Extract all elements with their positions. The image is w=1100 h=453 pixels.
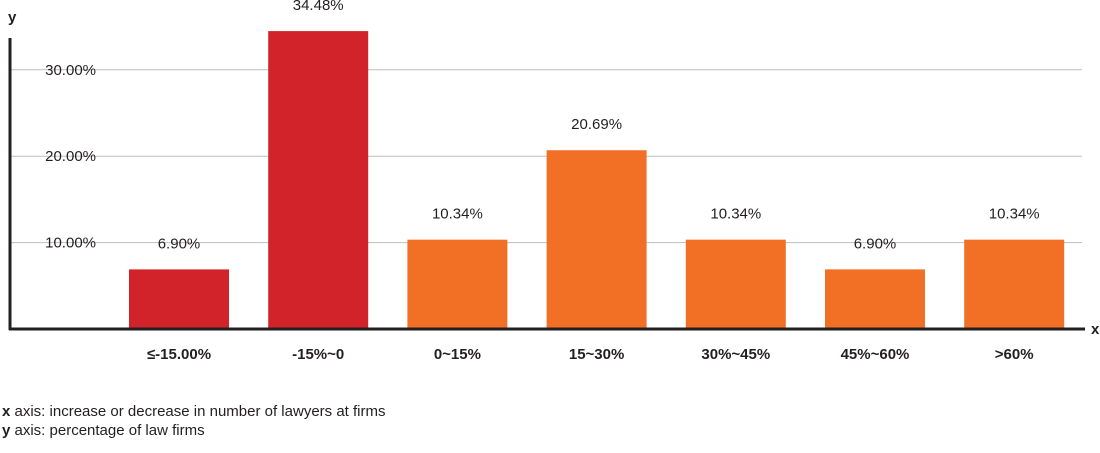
category-label-1: ≤-15.00% xyxy=(147,346,211,363)
data-label-5: 10.34% xyxy=(710,206,761,223)
category-label-5: 30%~45% xyxy=(701,346,770,363)
y-tick-label: 30.00% xyxy=(45,62,96,79)
bar-3 xyxy=(407,239,508,329)
x-axis-legend-text: axis: increase or decrease in number of … xyxy=(10,403,386,420)
y-axis-name: y xyxy=(8,9,17,26)
y-axis-legend-text: axis: percentage of law firms xyxy=(10,422,205,439)
bar-2 xyxy=(268,31,369,329)
grid-lines xyxy=(10,69,1082,244)
bar-4 xyxy=(546,150,647,329)
data-label-1: 6.90% xyxy=(158,235,201,252)
data-label-6: 6.90% xyxy=(854,235,897,252)
bar-5 xyxy=(685,239,786,329)
category-label-7: >60% xyxy=(995,346,1034,363)
data-label-3: 10.34% xyxy=(432,206,483,223)
category-label-6: 45%~60% xyxy=(841,346,910,363)
bar-6 xyxy=(825,269,925,329)
category-label-3: 0~15% xyxy=(434,346,481,363)
bar-7 xyxy=(964,239,1065,329)
y-axis-legend-key: y xyxy=(2,422,11,439)
category-label-2: -15%~0 xyxy=(292,346,344,363)
bar-1 xyxy=(129,269,229,329)
bars xyxy=(129,31,1065,329)
data-label-7: 10.34% xyxy=(989,206,1040,223)
labels: 10.00% 20.00% 30.00% 6.90% ≤-15.00% 34.48% -15… xyxy=(8,0,1100,363)
axes xyxy=(8,38,1085,331)
y-axis-legend: y axis: percentage of law firms xyxy=(2,421,205,440)
category-label-4: 15~30% xyxy=(569,346,624,363)
bar-chart: 10.00% 20.00% 30.00% 6.90% ≤-15.00% 34.48% -15… xyxy=(8,0,1100,363)
data-label-4: 20.69% xyxy=(571,116,622,133)
data-label-2: 34.48% xyxy=(293,0,344,14)
x-axis-name: x xyxy=(1091,321,1100,338)
y-tick-label: 10.00% xyxy=(45,235,96,252)
x-axis-legend: x axis: increase or decrease in number o… xyxy=(2,402,386,421)
x-axis-legend-key: x xyxy=(2,403,11,420)
y-tick-label: 20.00% xyxy=(45,148,96,165)
